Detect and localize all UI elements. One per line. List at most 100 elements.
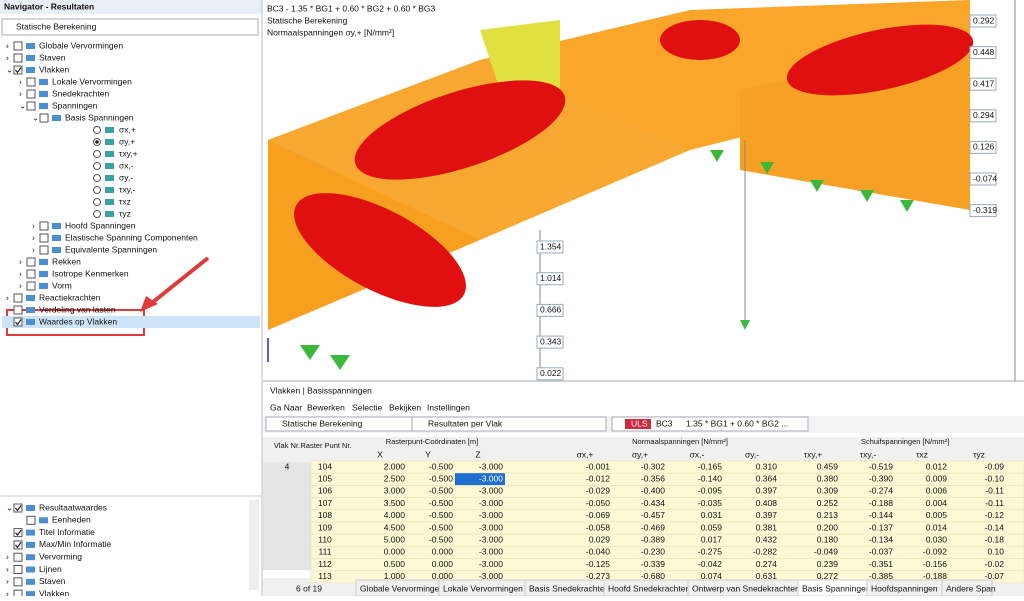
expander[interactable]: › xyxy=(6,576,9,586)
tree-label[interactable]: Spanningen xyxy=(52,100,98,110)
tree-label[interactable]: Titel Informatie xyxy=(39,527,95,537)
icon xyxy=(52,235,61,241)
tree-label[interactable]: σx,- xyxy=(119,160,134,170)
expander[interactable]: › xyxy=(32,220,35,230)
tree-label[interactable]: Globale Vervormingen xyxy=(39,40,123,50)
tree-label[interactable]: Vervorming xyxy=(39,551,82,561)
tree-label[interactable]: Eenheden xyxy=(52,515,91,525)
tree-label[interactable]: τxy,+ xyxy=(119,148,138,158)
tree-label[interactable]: Equivalente Spanningen xyxy=(65,244,157,254)
checkbox[interactable] xyxy=(13,565,23,574)
tree-label[interactable]: σy,- xyxy=(119,172,133,182)
tree-label[interactable]: Rekken xyxy=(52,256,81,266)
checkbox[interactable] xyxy=(26,89,36,99)
expander[interactable]: › xyxy=(19,268,22,278)
menu-item[interactable]: Bekijken xyxy=(389,402,421,412)
tree-label[interactable]: τxz xyxy=(119,196,131,206)
checkbox[interactable] xyxy=(13,528,23,538)
tree-label[interactable]: Isotrope Kenmerken xyxy=(52,268,129,278)
tree-label[interactable]: Staven xyxy=(39,52,66,62)
mode-dropdown[interactable] xyxy=(411,416,607,432)
expander[interactable]: › xyxy=(19,88,22,98)
expander[interactable]: ⌄ xyxy=(6,502,13,512)
checkbox[interactable] xyxy=(13,552,23,562)
checkbox[interactable] xyxy=(13,317,23,327)
expander[interactable]: › xyxy=(32,244,35,254)
expander[interactable]: › xyxy=(19,76,22,86)
expander[interactable]: › xyxy=(19,256,22,266)
result-box xyxy=(969,204,997,218)
expander[interactable]: ⌄ xyxy=(6,64,13,74)
checkbox[interactable] xyxy=(13,53,23,63)
tree-label[interactable]: Basis Spanningen xyxy=(65,112,134,122)
checkbox[interactable] xyxy=(26,101,36,111)
tree-label[interactable]: Lokale Vervormingen xyxy=(52,76,132,86)
expander[interactable]: ⌄ xyxy=(19,100,26,110)
tree-label[interactable]: τxy,- xyxy=(119,184,136,194)
tree-label[interactable]: Verdeling van lasten xyxy=(39,304,116,314)
checkbox[interactable] xyxy=(39,113,49,123)
expander[interactable]: ⌄ xyxy=(32,112,39,122)
radio[interactable] xyxy=(93,174,101,182)
expander[interactable]: › xyxy=(19,280,22,290)
tree-label[interactable]: Vlakken xyxy=(39,64,70,74)
checkbox[interactable] xyxy=(13,65,23,75)
tree-label[interactable]: Lijnen xyxy=(39,564,62,574)
menu-item[interactable]: Bewerken xyxy=(307,402,345,412)
check xyxy=(15,505,22,512)
expander[interactable]: › xyxy=(32,232,35,242)
tree-label[interactable]: Waardes op Vlakken xyxy=(39,316,117,326)
tree-label[interactable]: Staven xyxy=(39,576,66,586)
expander[interactable]: › xyxy=(6,292,9,302)
cell: -0.188 xyxy=(869,498,893,508)
tree-label[interactable]: Reactiekrachten xyxy=(39,292,101,302)
expander[interactable]: › xyxy=(6,551,9,561)
checkbox[interactable] xyxy=(13,293,23,303)
checkbox[interactable] xyxy=(26,515,36,525)
checkbox[interactable] xyxy=(26,257,36,267)
checkbox[interactable] xyxy=(26,77,36,87)
checkbox[interactable] xyxy=(13,589,23,599)
checkbox[interactable] xyxy=(13,577,23,587)
menu-item[interactable]: Instellingen xyxy=(427,402,470,412)
radio[interactable] xyxy=(93,210,101,218)
checkbox[interactable] xyxy=(13,305,23,315)
radio[interactable] xyxy=(93,126,101,134)
nav-dropdown[interactable] xyxy=(1,18,259,36)
expander[interactable]: › xyxy=(6,40,9,50)
radio[interactable] xyxy=(93,198,101,206)
checkbox[interactable] xyxy=(39,233,49,243)
tree-label[interactable]: Snedekrachten xyxy=(52,88,109,98)
tree-label[interactable]: Elastische Spanning Componenten xyxy=(65,232,198,242)
combo-dropdown[interactable] xyxy=(611,416,809,432)
checkbox[interactable] xyxy=(13,41,23,51)
cell: -0.029 xyxy=(586,486,610,496)
tree-label[interactable]: Vlakken xyxy=(39,588,70,598)
tree-label[interactable]: τyz xyxy=(119,208,131,218)
checkbox[interactable] xyxy=(13,503,23,513)
pager: 6 of 19 xyxy=(296,583,322,593)
tree-label[interactable]: Vorm xyxy=(52,280,72,290)
checkbox[interactable] xyxy=(26,281,36,291)
tree-label[interactable]: σx,+ xyxy=(119,124,136,134)
menu-item[interactable]: Selectie xyxy=(352,402,383,412)
checkbox[interactable] xyxy=(39,221,49,231)
scrollbar[interactable] xyxy=(249,500,259,590)
tree-label[interactable]: Hoofd Spanningen xyxy=(65,220,136,230)
table-header xyxy=(263,437,1024,462)
checkbox[interactable] xyxy=(39,245,49,255)
tree-label[interactable]: Resultaatwaardes xyxy=(39,502,107,512)
checkbox[interactable] xyxy=(26,269,36,279)
expander[interactable]: › xyxy=(6,588,9,598)
checkbox[interactable] xyxy=(13,540,23,550)
radio[interactable] xyxy=(93,186,101,194)
tree-label[interactable]: Max/Min Informatie xyxy=(39,539,112,549)
tree-label[interactable]: σy,+ xyxy=(119,136,135,146)
menu-item[interactable]: Ga Naar xyxy=(270,402,302,412)
radio[interactable] xyxy=(93,162,101,170)
result-box xyxy=(969,14,997,28)
expander[interactable]: › xyxy=(6,52,9,62)
expander[interactable]: › xyxy=(6,564,9,574)
cell: 0.014 xyxy=(926,522,948,532)
radio[interactable] xyxy=(93,150,101,158)
